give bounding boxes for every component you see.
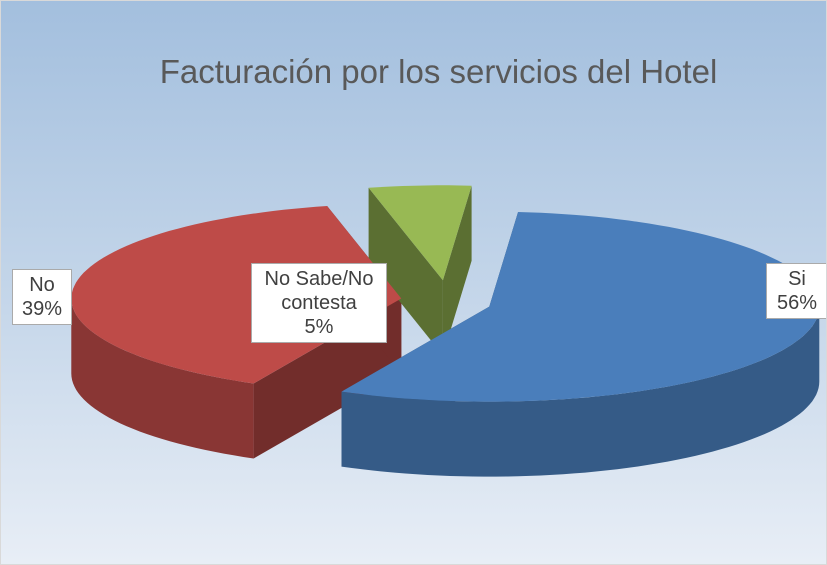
data-label: No Sabe/No contesta 5% [251, 263, 387, 343]
slice-top [368, 185, 472, 281]
chart-title: Facturación por los servicios del Hotel [159, 53, 718, 90]
label-category: No Sabe/No contesta [264, 268, 374, 314]
label-category: Si [788, 268, 806, 290]
label-value: 56% [776, 292, 818, 314]
slice-wall [341, 306, 820, 477]
label-value: 39% [21, 298, 63, 320]
data-label: No 39% [12, 269, 72, 325]
label-value: 5% [304, 316, 334, 338]
label-category: No [29, 274, 55, 296]
data-label: Si 56% [766, 263, 826, 319]
slice-side [442, 185, 472, 356]
slice-side [368, 187, 443, 356]
slice-top [341, 212, 820, 402]
slice-wall [71, 298, 254, 459]
